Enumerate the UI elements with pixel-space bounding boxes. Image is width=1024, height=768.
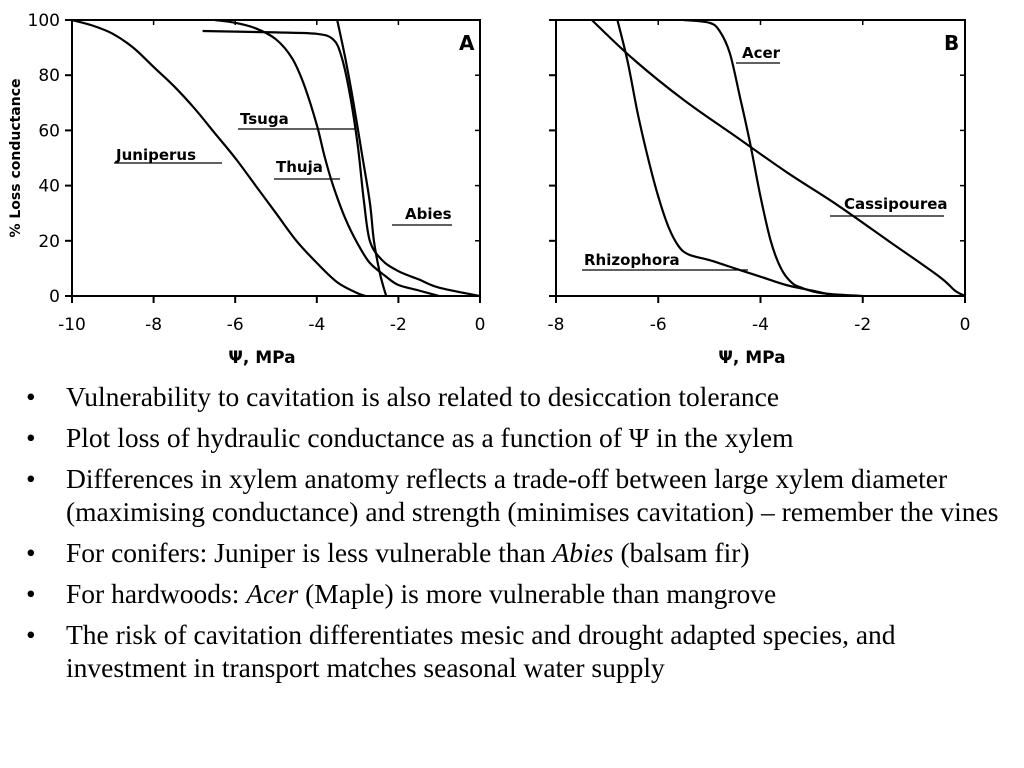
series-line-abies [336, 19, 388, 297]
x-tick-label: -6 [650, 315, 667, 335]
series-label-rhizophora: Rhizophora [584, 251, 680, 269]
x-axis-label: Ψ, MPa [228, 348, 295, 368]
bullet-text: Differences in xylem anatomy reflects a … [66, 463, 999, 527]
x-tick-label: 0 [960, 315, 971, 335]
x-axis-label: Ψ, MPa [718, 348, 785, 368]
x-tick-label: -2 [854, 315, 871, 335]
series-label-tsuga: Tsuga [240, 110, 289, 128]
bullet-item: The risk of cavitation differentiates me… [26, 618, 1016, 684]
y-tick-label: 20 [38, 232, 60, 252]
series-line-cassipourea [591, 19, 966, 297]
x-tick-label: -8 [145, 315, 162, 335]
italic-term: Abies [552, 537, 614, 568]
series-line-thuja [214, 18, 440, 298]
figure: -10 -8 -6 -4 -2 0 0 20 40 60 80 100 % Loss conductan… [8, 11, 971, 368]
bullet-item: Vulnerability to cavitation is also rela… [26, 380, 1016, 413]
series-label-acer: Acer [742, 44, 781, 62]
x-tick-label: -10 [58, 315, 86, 335]
panel-label: A [459, 31, 475, 55]
y-tick-label: 0 [49, 287, 60, 307]
x-tick-label: 0 [475, 315, 486, 335]
y-tick-label: 80 [38, 66, 60, 86]
plot-frame [71, 19, 481, 297]
y-tick-label: 100 [28, 11, 60, 31]
italic-term: Acer [246, 578, 299, 609]
bullet-item: Plot loss of hydraulic conductance as a … [26, 421, 1016, 454]
bullet-text: For hardwoods: [66, 578, 247, 609]
panel-a: -10 -8 -6 -4 -2 0 0 20 40 60 80 100 % Loss conductan… [8, 11, 485, 368]
bullet-text: (balsam fir) [613, 537, 750, 568]
bullet-text: Plot loss of hydraulic conductance as a … [66, 422, 794, 453]
bullet-item: For hardwoods: Acer (Maple) is more vuln… [26, 577, 1016, 610]
x-tick-label: -4 [308, 315, 325, 335]
bullet-text: The risk of cavitation differentiates me… [66, 619, 896, 683]
x-tick-label: -8 [548, 315, 565, 335]
series-line-tsuga [202, 29, 481, 298]
x-tick-label: -4 [752, 315, 769, 335]
panel-label: B [944, 31, 959, 55]
panel-b: -8 -6 -4 -2 0 Ψ, MPa B Acer Cassipourea Rhizophor… [548, 18, 971, 368]
y-axis-label: % Loss conductance [8, 78, 24, 237]
bullet-item: For conifers: Juniper is less vulnerable… [26, 536, 1016, 569]
series-label-thuja: Thuja [276, 158, 323, 176]
bullet-text: For conifers: Juniper is less vulnerable… [66, 537, 553, 568]
series-label-cassipourea: Cassipourea [844, 195, 948, 213]
y-tick-label: 40 [38, 177, 60, 197]
bullet-text: Vulnerability to cavitation is also rela… [66, 381, 780, 412]
bullet-item: Differences in xylem anatomy reflects a … [26, 462, 1016, 528]
x-tick-label: -6 [227, 315, 244, 335]
series-line-juniperus [71, 18, 367, 298]
series-label-abies: Abies [405, 205, 452, 223]
bullet-text: (Maple) is more vulnerable than mangrove [298, 578, 777, 609]
x-tick-label: -2 [390, 315, 407, 335]
series-label-juniperus: Juniperus [115, 146, 196, 164]
bullet-list: Vulnerability to cavitation is also rela… [26, 380, 1016, 692]
series-line-rhizophora [616, 19, 838, 298]
y-tick-label: 60 [38, 121, 60, 141]
